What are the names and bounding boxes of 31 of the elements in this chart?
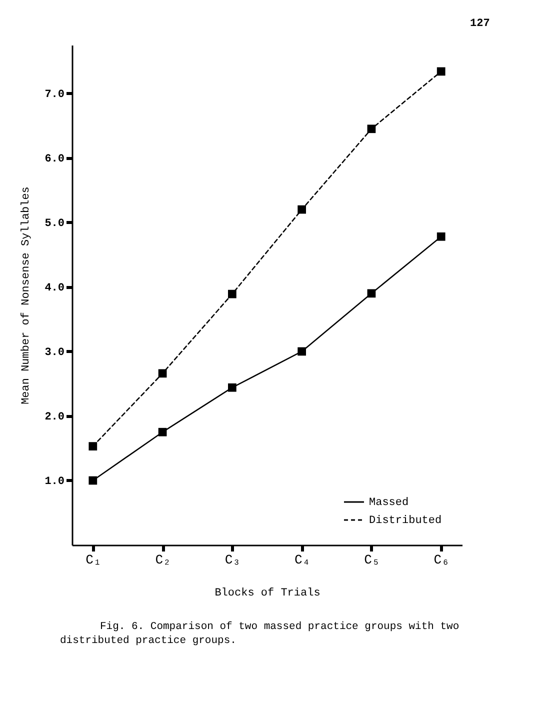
y-tick-label: 7.0: [44, 88, 64, 101]
x-tick-label: C₂: [155, 552, 171, 568]
x-tick-label: C₄: [294, 552, 310, 568]
point: [436, 67, 446, 76]
y-tick-label: 2.0: [44, 411, 64, 424]
point: [298, 205, 306, 214]
point: [158, 428, 167, 436]
y-axis-title: Mean Number of Nonsense Syllables: [20, 186, 33, 404]
point: [88, 476, 98, 485]
point: [158, 369, 167, 378]
x-tick-label: C₁: [86, 552, 102, 568]
point: [228, 290, 236, 298]
x-tick-label: C₆: [434, 552, 450, 568]
point: [298, 347, 306, 356]
y-tick-label: 6.0: [44, 153, 64, 166]
point: [436, 232, 446, 241]
point: [88, 442, 98, 450]
y-tick-label: 1.0: [44, 476, 64, 488]
y-tick-label: 5.0: [44, 218, 64, 230]
legend-label: Massed: [369, 497, 409, 509]
text: 127: [470, 18, 490, 30]
y-tick-label: 3.0: [44, 346, 64, 359]
x-tick-label: C₃: [224, 552, 240, 568]
caption: Fig. 6. Comparison of two massed practice groups with two distributed practice groups.: [60, 620, 460, 648]
point: [367, 289, 376, 298]
x-axis-title: Blocks of Trials: [214, 588, 320, 600]
y-tick-label: 4.0: [44, 282, 64, 294]
point: [367, 124, 376, 134]
point: [228, 383, 236, 392]
x-tick-label: C₅: [364, 552, 380, 568]
legend-label: Distributed: [369, 515, 442, 527]
